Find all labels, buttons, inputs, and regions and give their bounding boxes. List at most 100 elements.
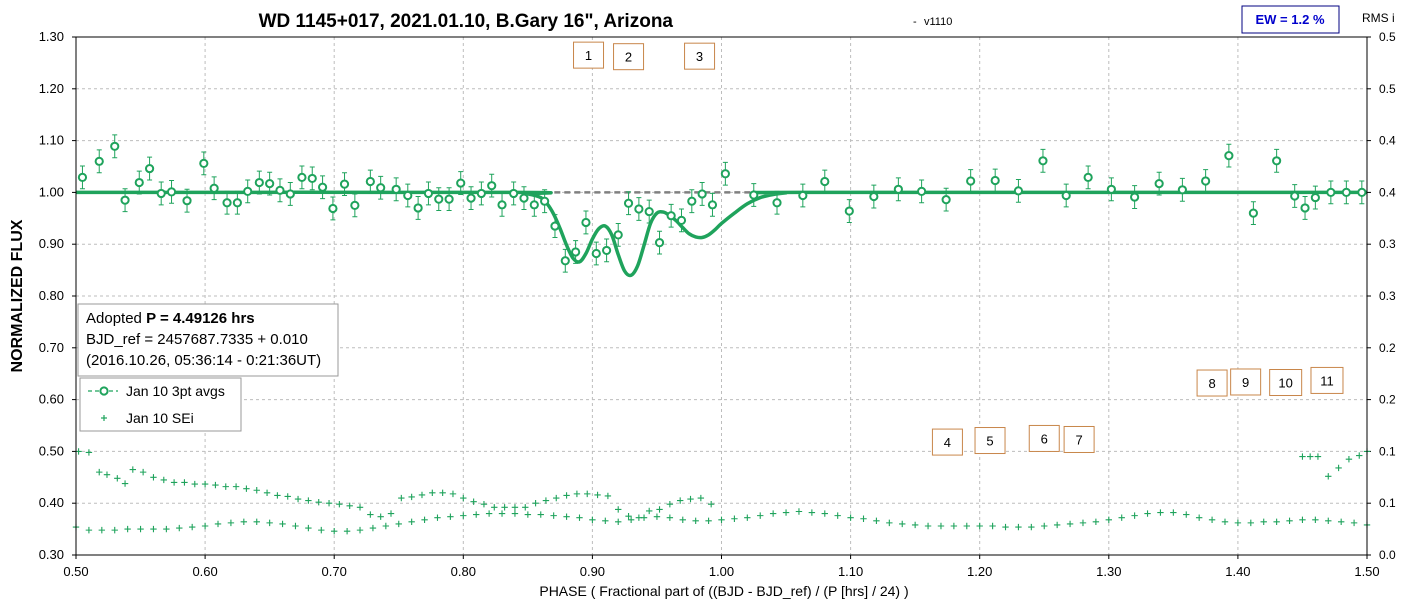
sei-point: [139, 468, 147, 476]
avg-point: [94, 156, 104, 166]
avg-point: [720, 169, 730, 179]
avg-point: [1061, 190, 1071, 201]
sei-point: [429, 489, 436, 497]
rms-point: [201, 522, 209, 530]
rms-point: [924, 522, 932, 530]
rms-point: [421, 516, 428, 523]
sei-point: [1345, 455, 1353, 463]
sei-point: [170, 479, 178, 486]
x-axis-label: PHASE ( Fractional part of ((BJD - BJD_r…: [539, 583, 908, 599]
avg-point: [529, 200, 539, 210]
rms-point: [782, 509, 790, 516]
x-tick-label: 1.10: [838, 564, 863, 579]
sei-point: [594, 491, 601, 499]
sei-point: [697, 494, 705, 502]
avg-point: [1177, 185, 1187, 195]
sei-point: [563, 492, 570, 499]
sei-point: [687, 495, 694, 503]
rms-point: [1325, 517, 1332, 525]
sei-point: [604, 492, 612, 500]
sei-point: [367, 511, 374, 518]
dip-marker-box: [1269, 369, 1303, 397]
rms-point: [253, 518, 260, 526]
dip-marker-9: 9: [1230, 368, 1262, 396]
avg-point: [772, 198, 782, 208]
y-tick-label: 0.90: [39, 236, 64, 251]
rms-point: [279, 520, 286, 528]
y2-tick-label: 0.0: [1379, 548, 1396, 562]
sei-point: [676, 497, 684, 504]
avg-point: [749, 190, 759, 200]
dip-marker-4: 4: [931, 428, 963, 456]
rms-point: [1312, 516, 1319, 523]
dip-marker-box: [931, 428, 963, 456]
avg-point: [232, 198, 242, 208]
avg-point: [1341, 187, 1351, 197]
x-tick-label: 1.00: [709, 564, 734, 579]
avg-point: [166, 187, 177, 197]
avg-point: [265, 178, 275, 189]
dip-marker-label: 1: [585, 48, 592, 63]
rms-point: [692, 517, 699, 525]
dip-marker-3: 3: [684, 42, 716, 70]
rms-point: [976, 522, 983, 530]
rms-point: [1053, 521, 1061, 529]
dip-marker-box: [1230, 368, 1262, 396]
sei-point: [615, 506, 622, 513]
dip-marker-2: 2: [613, 43, 645, 71]
info-line-1-prefix: Adopted: [86, 310, 146, 327]
legend: Jan 10 3pt avgs Jan 10 SEi: [79, 377, 242, 432]
avg-point: [444, 194, 454, 204]
dip-marker-5: 5: [974, 427, 1006, 455]
rms-point: [602, 517, 609, 525]
rms-point: [460, 512, 467, 519]
avg-point: [571, 247, 581, 257]
sei-point: [150, 474, 157, 481]
rms-point: [1273, 518, 1280, 526]
y-tick-label: 0.80: [39, 288, 64, 303]
sei-point: [646, 507, 653, 515]
x-tick-label: 1.40: [1225, 564, 1250, 579]
avg-point: [254, 177, 264, 188]
rms-point: [731, 515, 738, 522]
rms-point: [137, 525, 144, 533]
rms-point: [705, 517, 712, 525]
sei-point: [377, 513, 384, 520]
rms-point: [305, 524, 312, 532]
avg-point: [487, 181, 497, 191]
sei-point: [625, 512, 632, 520]
avg-point: [209, 183, 219, 193]
sei-point: [212, 481, 219, 489]
info-line-1: Adopted P = 4.49126 hrs: [86, 310, 255, 327]
avg-point: [540, 196, 550, 206]
rms-point: [1260, 518, 1267, 526]
rms-point: [1208, 516, 1216, 523]
x-tick-label: 1.20: [967, 564, 992, 579]
avg-point: [560, 256, 570, 266]
rms-point: [627, 516, 635, 523]
y-tick-label: 0.60: [39, 392, 64, 407]
rms-point: [666, 514, 674, 521]
rms-point: [873, 517, 880, 525]
sei-point: [263, 489, 271, 497]
info-period: P = 4.49126 hrs: [146, 310, 255, 327]
info-line-2: BJD_ref = 2457687.7335 + 0.010: [86, 331, 308, 348]
rms-point: [214, 520, 222, 528]
rms-point: [382, 522, 390, 530]
avg-point: [110, 141, 120, 151]
dip-marker-11: 11: [1310, 366, 1344, 394]
avg-point: [676, 215, 687, 225]
rms-point: [937, 522, 945, 530]
avg-point: [1248, 208, 1258, 218]
rms-point: [1157, 509, 1164, 516]
sei-series: [75, 448, 1371, 521]
avg-point: [497, 200, 507, 210]
rms-point: [886, 519, 893, 527]
sei-point: [398, 494, 405, 502]
x-tick-label: 1.30: [1096, 564, 1121, 579]
x-tick-label: 0.60: [192, 564, 217, 579]
rms-point: [524, 511, 532, 518]
sei-point: [201, 480, 209, 488]
sei-point: [325, 500, 333, 507]
